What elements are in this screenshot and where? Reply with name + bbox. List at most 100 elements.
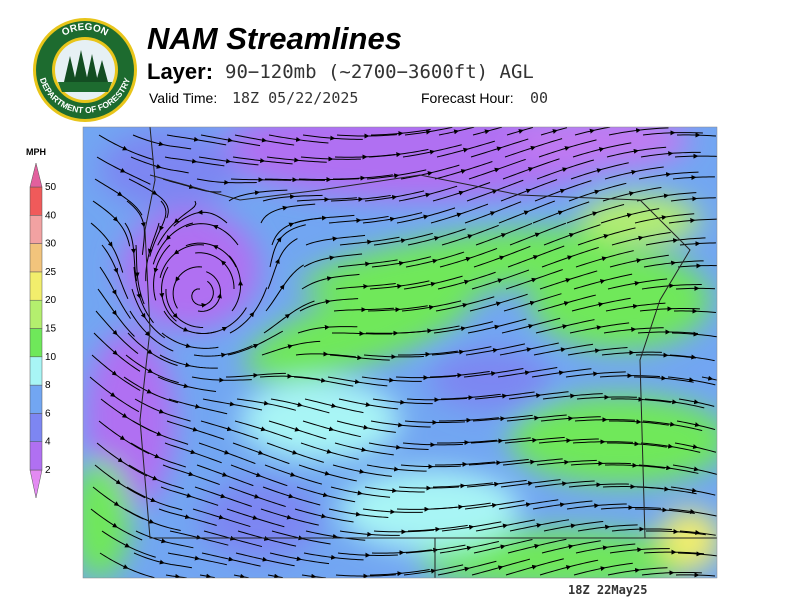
streamline bbox=[332, 137, 363, 140]
streamline bbox=[98, 420, 126, 441]
streamline bbox=[358, 513, 389, 518]
streamline bbox=[149, 391, 179, 404]
streamline bbox=[196, 178, 230, 185]
streamline bbox=[572, 439, 606, 445]
streamline bbox=[401, 549, 432, 554]
streamline bbox=[640, 398, 671, 403]
streamline bbox=[574, 128, 595, 136]
streamline bbox=[189, 495, 219, 506]
streamline bbox=[636, 193, 669, 202]
streamline bbox=[606, 227, 636, 237]
streamline bbox=[671, 284, 702, 287]
streamline bbox=[123, 170, 151, 185]
streamline bbox=[640, 442, 674, 449]
streamline bbox=[636, 146, 667, 152]
streamline bbox=[505, 564, 538, 576]
streamline bbox=[663, 377, 694, 383]
streamline bbox=[266, 538, 297, 547]
streamline bbox=[666, 488, 697, 495]
streamline bbox=[535, 245, 565, 258]
streamline bbox=[472, 416, 506, 422]
streamline bbox=[599, 162, 629, 171]
streamline bbox=[573, 520, 604, 526]
streamline bbox=[638, 172, 672, 180]
streamline bbox=[433, 275, 463, 285]
streamline bbox=[436, 440, 470, 446]
legend-low-triangle bbox=[29, 469, 43, 499]
streamline bbox=[521, 127, 534, 132]
legend-band bbox=[29, 243, 43, 273]
streamline bbox=[504, 437, 538, 444]
streamline bbox=[126, 486, 156, 503]
streamline bbox=[236, 398, 270, 406]
streamline bbox=[199, 537, 229, 546]
streamline bbox=[676, 420, 701, 428]
streamline bbox=[463, 321, 493, 329]
streamline bbox=[605, 543, 636, 548]
streamline bbox=[195, 252, 224, 263]
streamline bbox=[191, 474, 220, 486]
streamline bbox=[282, 264, 304, 287]
streamline bbox=[505, 519, 536, 527]
streamline bbox=[366, 427, 396, 433]
streamline bbox=[366, 134, 397, 137]
streamline bbox=[532, 210, 564, 224]
streamline bbox=[470, 438, 504, 444]
streamline bbox=[468, 460, 502, 466]
streamline bbox=[465, 347, 499, 356]
streamline bbox=[196, 464, 228, 477]
streamline bbox=[503, 222, 533, 235]
streamline bbox=[506, 415, 540, 422]
legend-tick-label: 20 bbox=[45, 295, 57, 306]
streamline bbox=[285, 203, 316, 209]
streamline bbox=[369, 533, 400, 536]
streamline bbox=[577, 524, 611, 532]
streamline bbox=[221, 260, 235, 290]
streamline bbox=[242, 576, 249, 578]
streamline bbox=[672, 174, 697, 180]
streamline bbox=[298, 177, 332, 183]
streamline bbox=[295, 452, 324, 463]
streamline bbox=[710, 378, 717, 381]
streamline bbox=[200, 420, 233, 432]
streamline bbox=[465, 296, 495, 306]
streamline bbox=[269, 552, 302, 562]
streamline bbox=[428, 185, 458, 195]
valid-time: 18Z 05/22/2025 bbox=[232, 89, 358, 107]
streamline bbox=[398, 446, 429, 451]
streamline bbox=[139, 296, 154, 324]
streamline bbox=[601, 142, 632, 150]
streamline bbox=[601, 350, 635, 356]
streamline bbox=[114, 373, 141, 391]
streamline bbox=[407, 526, 441, 532]
legend-unit: MPH bbox=[26, 147, 46, 157]
streamline bbox=[640, 151, 674, 158]
streamline bbox=[162, 178, 195, 189]
streamline bbox=[125, 148, 154, 161]
streamline bbox=[633, 375, 667, 381]
streamline bbox=[664, 213, 695, 218]
streamline bbox=[264, 140, 295, 146]
streamline bbox=[505, 277, 537, 290]
streamline bbox=[441, 234, 473, 246]
streamline bbox=[233, 573, 246, 578]
streamline bbox=[568, 270, 598, 281]
streamline bbox=[203, 280, 214, 306]
streamline bbox=[475, 233, 507, 246]
streamline bbox=[92, 200, 119, 222]
legend-tick-label: 2 bbox=[45, 465, 51, 476]
legend-band bbox=[29, 215, 43, 244]
streamline bbox=[91, 354, 118, 376]
streamline bbox=[644, 398, 678, 405]
streamline bbox=[333, 557, 364, 561]
streamline bbox=[674, 153, 699, 159]
streamline bbox=[405, 258, 438, 268]
legend-tick-label: 4 bbox=[45, 437, 51, 448]
streamline bbox=[637, 329, 671, 335]
streamline bbox=[157, 221, 177, 246]
streamline bbox=[602, 441, 633, 443]
streamline bbox=[639, 548, 670, 551]
streamline bbox=[668, 218, 696, 224]
streamline bbox=[675, 531, 706, 536]
streamline bbox=[498, 210, 530, 224]
